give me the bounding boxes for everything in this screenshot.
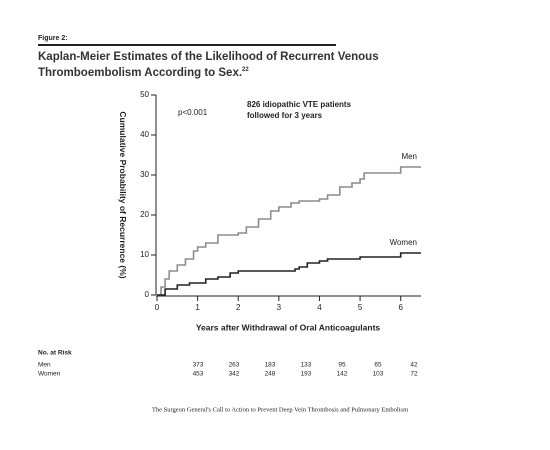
y-tick-label: 20 <box>140 210 149 219</box>
risk-value: 95 <box>338 362 346 369</box>
risk-value: 342 <box>229 371 240 378</box>
y-tick-label: 30 <box>140 170 149 179</box>
risk-value: 142 <box>337 371 348 378</box>
risk-row-label: Men <box>38 362 51 369</box>
risk-value: 103 <box>373 371 384 378</box>
x-tick-label: 3 <box>277 303 282 312</box>
figure-label: Figure 2: <box>38 35 336 46</box>
risk-value: 263 <box>229 362 240 369</box>
risk-value: 183 <box>265 362 276 369</box>
series-line <box>157 252 421 296</box>
risk-value: 65 <box>374 362 382 369</box>
x-tick-label: 4 <box>317 303 322 312</box>
risk-title: No. at Risk <box>38 350 72 357</box>
series-line <box>157 166 421 296</box>
x-tick-label: 5 <box>358 303 363 312</box>
y-axis-label: Cumulative Probability of Recurrence (%) <box>118 111 128 278</box>
title-note: 22 <box>242 67 249 73</box>
x-tick-label: 1 <box>195 303 200 312</box>
risk-value: 193 <box>301 371 312 378</box>
risk-value: 42 <box>410 362 418 369</box>
annotation: 826 idiopathic VTE patients <box>247 100 352 109</box>
x-tick-label: 0 <box>155 303 160 312</box>
y-tick-label: 40 <box>140 130 149 139</box>
y-tick-label: 10 <box>140 250 149 259</box>
x-tick-label: 2 <box>236 303 241 312</box>
risk-value: 133 <box>301 362 312 369</box>
title-text: Kaplan-Meier Estimates of the Likelihood… <box>38 51 379 79</box>
x-tick-label: 6 <box>398 303 403 312</box>
y-tick-label: 50 <box>140 90 149 99</box>
risk-value: 72 <box>410 371 418 378</box>
source: The Surgeon General's Call to Action to … <box>152 406 408 413</box>
risk-value: 453 <box>193 371 204 378</box>
series-label: Women <box>390 238 417 247</box>
annotation: p<0.001 <box>178 108 208 117</box>
series-label: Men <box>401 152 417 161</box>
x-axis-label: Years after Withdrawal of Oral Anticoagu… <box>196 322 381 332</box>
y-tick-label: 0 <box>145 290 150 299</box>
risk-value: 373 <box>193 362 204 369</box>
risk-value: 248 <box>265 371 276 378</box>
chart-title: Kaplan-Meier Estimates of the Likelihood… <box>38 51 383 80</box>
annotation: followed for 3 years <box>247 111 323 120</box>
risk-row-label: Women <box>38 371 61 378</box>
